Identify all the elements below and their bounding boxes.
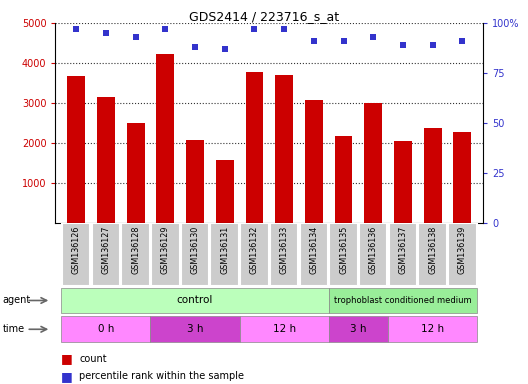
Bar — [211, 223, 239, 286]
Bar — [150, 316, 240, 342]
Bar — [329, 223, 358, 286]
Text: GSM136135: GSM136135 — [339, 225, 348, 274]
Point — [399, 42, 407, 48]
Point — [369, 34, 378, 40]
Text: percentile rank within the sample: percentile rank within the sample — [79, 371, 244, 381]
Text: 3 h: 3 h — [350, 324, 366, 334]
Bar — [448, 223, 477, 286]
Text: control: control — [177, 295, 213, 306]
Text: GSM136137: GSM136137 — [399, 225, 408, 274]
Text: count: count — [79, 354, 107, 364]
Bar — [216, 161, 234, 223]
Point — [131, 34, 140, 40]
Bar — [328, 288, 477, 313]
Bar — [61, 288, 328, 313]
Text: GSM136139: GSM136139 — [458, 225, 467, 274]
Bar — [359, 223, 388, 286]
Text: GSM136133: GSM136133 — [280, 225, 289, 273]
Point — [72, 26, 80, 32]
Bar — [121, 223, 150, 286]
Text: 12 h: 12 h — [421, 324, 444, 334]
Point — [161, 26, 169, 32]
Text: GSM136128: GSM136128 — [131, 225, 140, 274]
Text: GSM136131: GSM136131 — [220, 225, 229, 273]
Bar — [127, 123, 145, 223]
Bar — [275, 75, 293, 223]
Bar — [305, 100, 323, 223]
Bar — [97, 96, 115, 223]
Text: GDS2414 / 223716_s_at: GDS2414 / 223716_s_at — [189, 10, 339, 23]
Bar — [389, 223, 417, 286]
Bar — [61, 316, 150, 342]
Text: GSM136134: GSM136134 — [309, 225, 318, 273]
Text: agent: agent — [3, 295, 31, 306]
Text: GSM136127: GSM136127 — [101, 225, 110, 274]
Bar — [186, 140, 204, 223]
Bar — [299, 223, 328, 286]
Text: 12 h: 12 h — [272, 324, 296, 334]
Bar — [364, 103, 382, 223]
Point — [458, 38, 467, 44]
Text: GSM136136: GSM136136 — [369, 225, 378, 273]
Point — [309, 38, 318, 44]
Bar — [62, 223, 90, 286]
Text: GSM136130: GSM136130 — [191, 225, 200, 273]
Text: 3 h: 3 h — [187, 324, 203, 334]
Text: ■: ■ — [61, 370, 72, 383]
Bar — [240, 223, 269, 286]
Bar — [394, 141, 412, 223]
Bar — [240, 316, 328, 342]
Bar — [68, 76, 85, 223]
Text: GSM136138: GSM136138 — [428, 225, 437, 273]
Point — [191, 44, 199, 50]
Bar — [454, 132, 471, 223]
Point — [340, 38, 348, 44]
Bar — [388, 316, 477, 342]
Bar — [418, 223, 447, 286]
Bar — [151, 223, 180, 286]
Text: GSM136126: GSM136126 — [72, 225, 81, 274]
Point — [280, 26, 288, 32]
Bar — [270, 223, 298, 286]
Text: ■: ■ — [61, 353, 72, 366]
Bar — [246, 72, 263, 223]
Text: time: time — [3, 324, 25, 334]
Text: trophoblast conditioned medium: trophoblast conditioned medium — [334, 296, 472, 305]
Bar — [156, 54, 174, 223]
Text: GSM136132: GSM136132 — [250, 225, 259, 274]
Point — [221, 46, 229, 52]
Text: GSM136129: GSM136129 — [161, 225, 170, 274]
Point — [428, 42, 437, 48]
Point — [250, 26, 259, 32]
Bar — [424, 129, 441, 223]
Text: 0 h: 0 h — [98, 324, 114, 334]
Point — [102, 30, 110, 36]
Bar — [92, 223, 120, 286]
Bar — [328, 316, 388, 342]
Bar — [335, 136, 353, 223]
Bar — [181, 223, 209, 286]
